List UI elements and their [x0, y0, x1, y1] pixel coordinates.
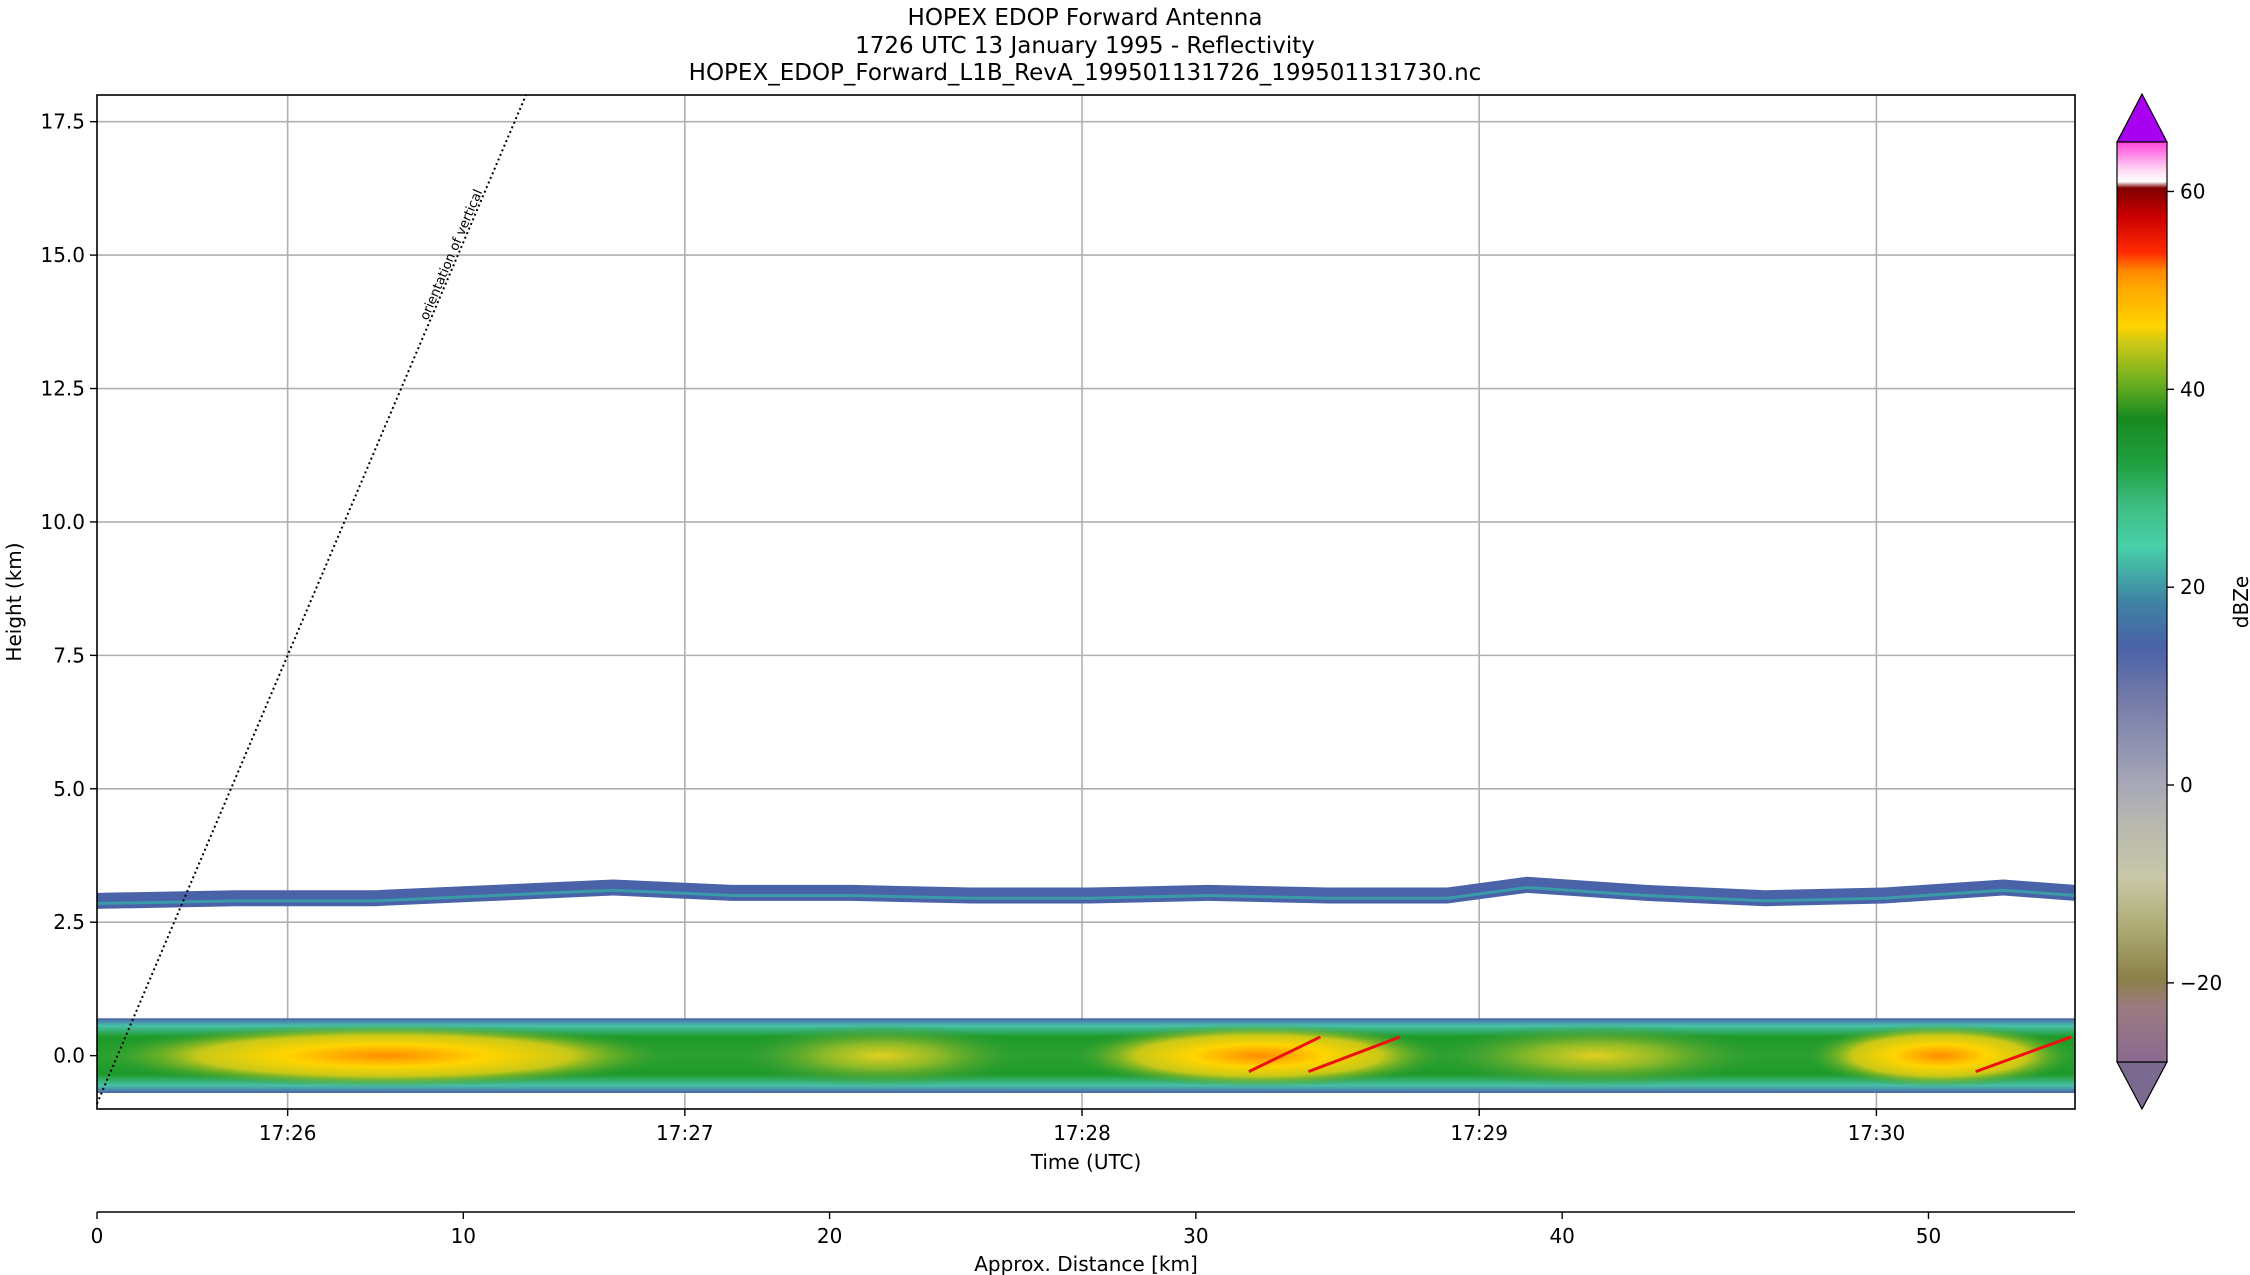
echo-core — [1804, 1023, 2075, 1088]
x-axis-ticks: 17:26 17:27 17:28 17:29 17:30 — [259, 1109, 1905, 1145]
reflectivity-data — [97, 876, 2075, 1093]
intense-streak — [1975, 1035, 2072, 1074]
y-tick-label: 10.0 — [40, 510, 85, 534]
echo-core — [97, 1023, 673, 1088]
colorbar-label: dBZe — [2229, 576, 2250, 628]
colorbar-tick-label: −20 — [2180, 971, 2222, 995]
grid-lines — [97, 95, 2075, 1109]
distance-tick-label: 30 — [1183, 1224, 1208, 1248]
distance-axis-ticks: 0 10 20 30 40 50 — [91, 1212, 1941, 1248]
colorbar-tick-label: 20 — [2180, 575, 2205, 599]
chart-filename: HOPEX_EDOP_Forward_L1B_RevA_199501131726… — [689, 60, 1482, 86]
y-axis-ticks: 0.0 2.5 5.0 7.5 10.0 12.5 15.0 17.5 — [40, 110, 97, 1068]
colorbar-body — [2116, 141, 2168, 1063]
echo-core — [732, 1023, 1031, 1088]
plot-frame — [96, 94, 2076, 1110]
y-tick-label: 0.0 — [53, 1044, 85, 1068]
y-tick-label: 17.5 — [40, 110, 85, 134]
plot-area: orientation of vertical 0.02.55.07.510.0… — [40, 94, 2076, 1145]
intense-streak — [1248, 1035, 1321, 1073]
x-tick-label: 17:27 — [656, 1121, 714, 1145]
colorbar-top-extension — [2116, 92, 2168, 143]
distance-axis-label: Approx. Distance [km] — [974, 1252, 1198, 1275]
chart-subtitle: 1726 UTC 13 January 1995 - Reflectivity — [855, 33, 1315, 59]
y-tick-label: 15.0 — [40, 243, 85, 267]
colorbar-tick-label: 40 — [2180, 377, 2205, 401]
upper-layer-core — [97, 885, 2075, 905]
distance-tick-label: 0 — [91, 1224, 104, 1248]
colorbar-tick-label: 60 — [2180, 179, 2205, 203]
y-tick-label: 5.0 — [53, 777, 85, 801]
distance-tick-label: 50 — [1916, 1224, 1941, 1248]
echo-core — [1427, 1023, 1766, 1088]
intense-streak — [1307, 1035, 1401, 1074]
x-tick-label: 17:28 — [1053, 1121, 1111, 1145]
x-tick-label: 17:29 — [1450, 1121, 1508, 1145]
distance-tick-label: 10 — [451, 1224, 476, 1248]
echo-core — [1070, 1023, 1448, 1088]
x-tick-label: 17:26 — [259, 1121, 317, 1145]
distance-tick-label: 40 — [1549, 1224, 1574, 1248]
colorbar-bottom-extension — [2116, 1061, 2168, 1111]
x-axis-label: Time (UTC) — [1030, 1150, 1142, 1174]
colorbar: −20 0 20 40 60 dBZe — [2116, 92, 2250, 1111]
upper-layer — [97, 876, 2075, 909]
colorbar-tick-label: 0 — [2180, 773, 2193, 797]
y-tick-label: 7.5 — [53, 643, 85, 667]
y-axis-label: Height (km) — [2, 542, 26, 661]
x-tick-label: 17:30 — [1848, 1121, 1906, 1145]
colorbar-ticks: −20 0 20 40 60 — [2167, 179, 2222, 995]
plot-background — [97, 95, 2075, 1109]
y-tick-label: 2.5 — [53, 910, 85, 934]
chart-title: HOPEX EDOP Forward Antenna — [908, 5, 1263, 31]
distance-tick-label: 20 — [817, 1224, 842, 1248]
y-tick-label: 12.5 — [40, 377, 85, 401]
